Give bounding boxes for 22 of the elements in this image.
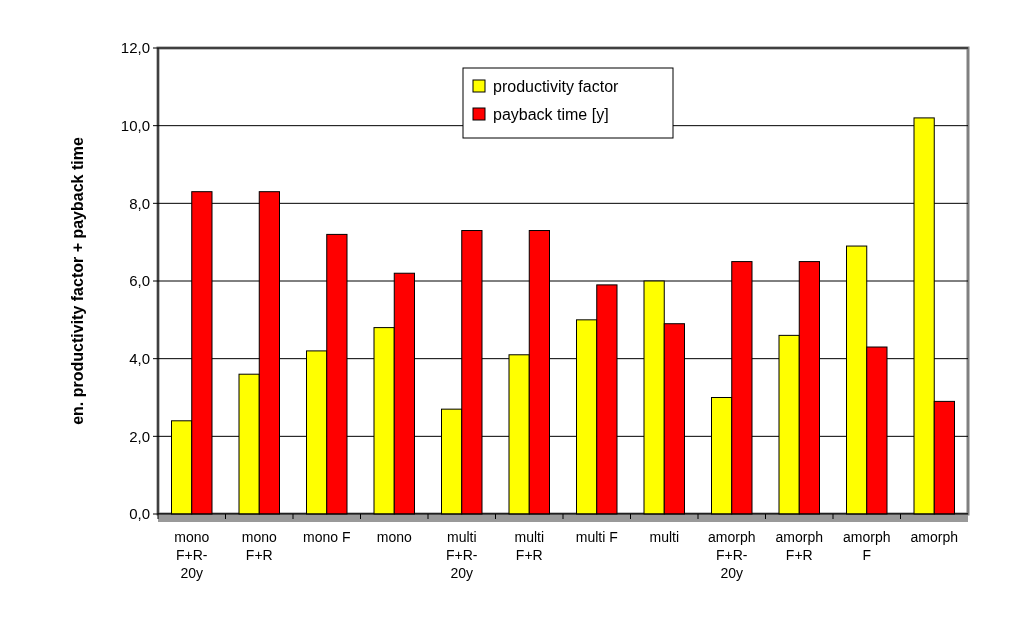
y-tick-label: 4,0 — [129, 349, 150, 367]
y-tick-label: 6,0 — [129, 272, 150, 290]
x-tick-label: mono F — [303, 529, 351, 545]
x-tick-label: amorph F+R — [775, 529, 823, 563]
x-tick-label: multi F+R- 20y — [446, 529, 478, 581]
x-tick-label: mono F+R- 20y — [174, 529, 210, 581]
x-tick-label: multi — [649, 529, 680, 545]
x-tick-label: amorph F+R- 20y — [708, 529, 756, 581]
y-tick-label: 0,0 — [129, 505, 150, 523]
y-tick-label: 8,0 — [129, 194, 150, 212]
x-tick-label: amorph — [910, 529, 958, 545]
x-tick-label: multi F+R — [514, 529, 545, 563]
y-tick-label: 2,0 — [129, 427, 150, 445]
y-tick-label: 12,0 — [120, 39, 150, 57]
x-tick-label: mono — [376, 529, 412, 545]
x-tick-label: multi F — [575, 529, 618, 545]
x-tick-label: amorph F — [843, 529, 891, 563]
x-tick-label: mono F+R — [241, 529, 277, 563]
legend-label: productivity factor — [493, 77, 620, 95]
y-axis-title: en. productivity factor + payback time — [69, 137, 86, 425]
legend-label: payback time [y] — [493, 105, 609, 123]
y-tick-label: 10,0 — [120, 116, 150, 134]
